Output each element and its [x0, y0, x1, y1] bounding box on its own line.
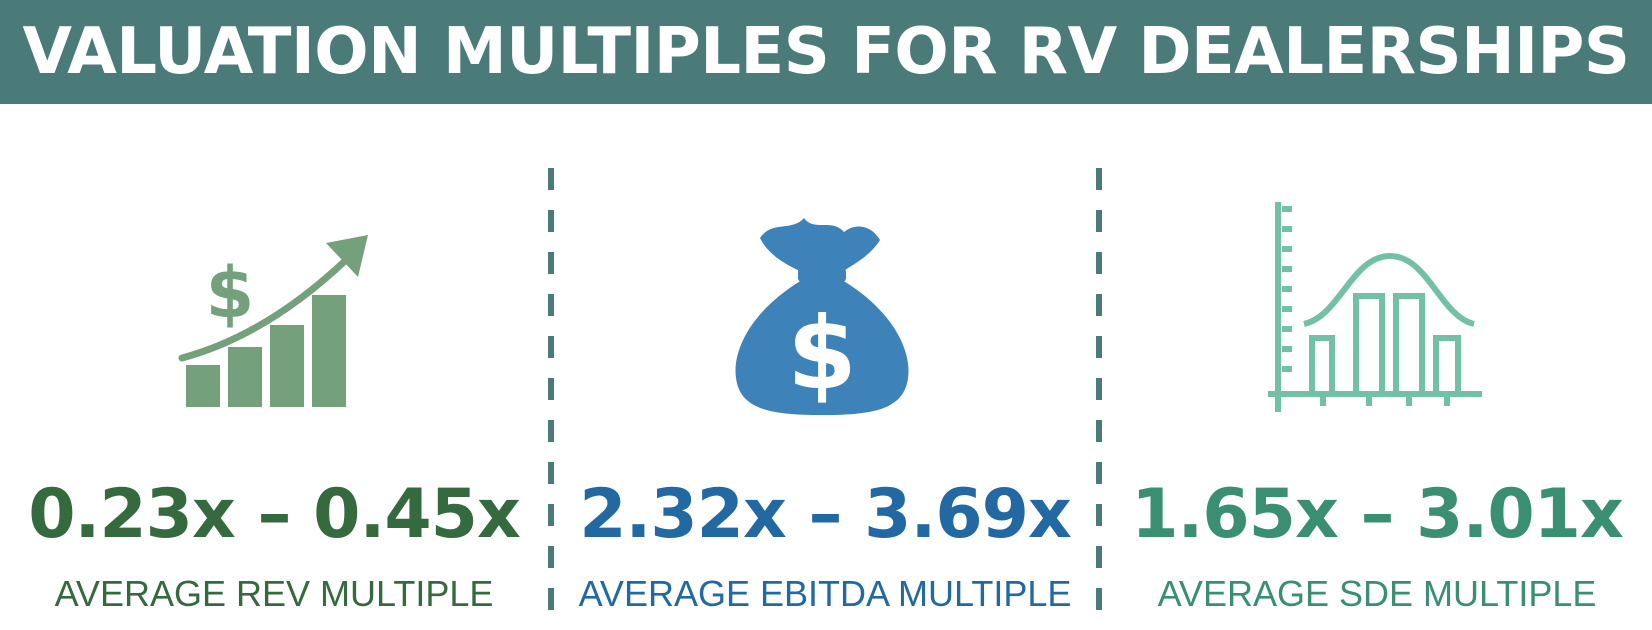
- svg-text:$: $: [206, 252, 255, 334]
- ebitda-multiple-caption: AVERAGE EBITDA MULTIPLE: [578, 573, 1072, 614]
- metric-ebitda: $ 2.32x – 3.69x AVERAGE EBITDA MULTIPLE: [554, 120, 1096, 630]
- divider-right: [1096, 168, 1102, 620]
- money-bag-icon: $: [735, 218, 909, 415]
- ebitda-multiple-range: 2.32x – 3.69x: [579, 475, 1072, 554]
- rev-multiple-range: 0.23x – 0.45x: [28, 475, 521, 554]
- page-title: VALUATION MULTIPLES FOR RV DEALERSHIPS: [22, 15, 1631, 89]
- growth-chart-dollar-icon: $: [178, 235, 368, 407]
- sde-multiple-range: 1.65x – 3.01x: [1131, 475, 1624, 554]
- metric-rev: $ 0.23x – 0.45x AVERAGE REV MULTIPLE: [0, 120, 548, 630]
- bell-curve-histogram-icon: [1268, 202, 1482, 412]
- svg-text:$: $: [787, 295, 857, 412]
- sde-multiple-caption: AVERAGE SDE MULTIPLE: [1157, 573, 1597, 614]
- divider-left: [548, 168, 554, 620]
- rev-multiple-caption: AVERAGE REV MULTIPLE: [54, 573, 494, 614]
- title-banner: VALUATION MULTIPLES FOR RV DEALERSHIPS: [0, 0, 1652, 104]
- metric-sde: 1.65x – 3.01x AVERAGE SDE MULTIPLE: [1102, 120, 1652, 630]
